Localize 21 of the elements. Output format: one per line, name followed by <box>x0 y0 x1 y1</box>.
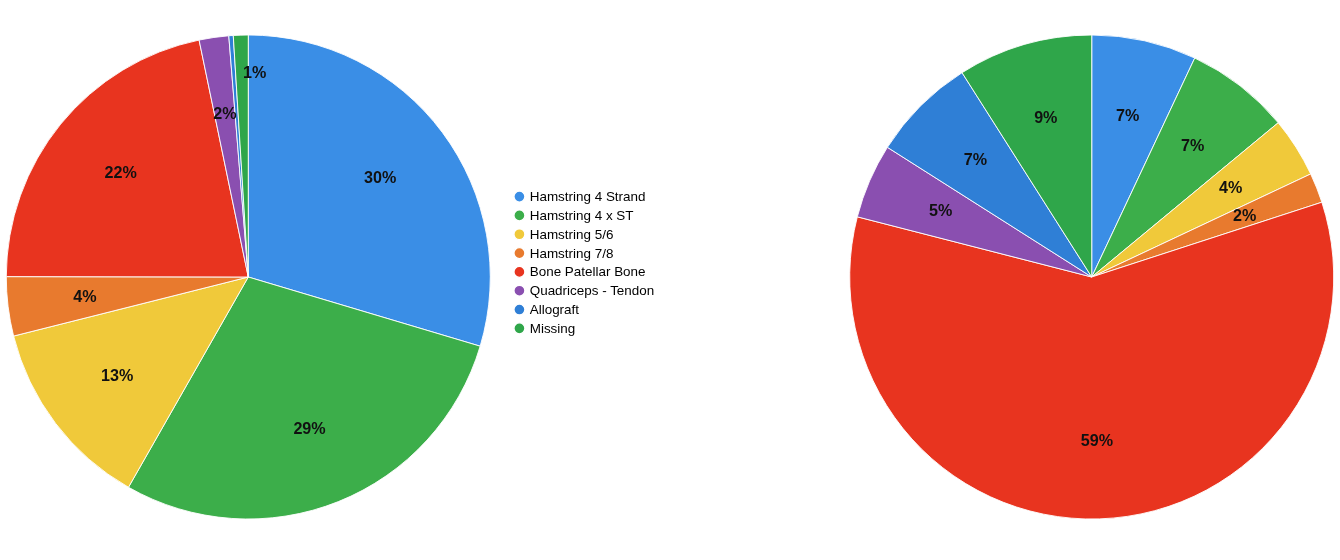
data-label: 4% <box>1219 178 1243 197</box>
legend-label: Bone Patellar Bone <box>529 264 646 280</box>
legend-label: Quadriceps - Tendon <box>529 283 655 299</box>
data-label: 30% <box>364 168 397 187</box>
data-label: 2% <box>1233 205 1257 224</box>
legend-label: Missing <box>529 320 576 336</box>
data-label: 7% <box>1115 105 1140 124</box>
data-label: 59% <box>1080 430 1114 449</box>
data-label: 13% <box>101 366 134 385</box>
data-label: 5% <box>929 201 953 220</box>
data-label: 4% <box>73 286 97 305</box>
data-label: 7% <box>1180 136 1205 155</box>
legend-label: Hamstring 4 x ST <box>529 207 634 223</box>
legend-label: Hamstring 7/8 <box>529 245 614 261</box>
legend-label: Hamstring 5/6 <box>529 226 614 242</box>
data-label: 7% <box>963 150 988 169</box>
data-label: 29% <box>293 419 326 438</box>
legend-label: Allograft <box>529 302 580 318</box>
data-label: 9% <box>1034 108 1058 127</box>
legend-label: Hamstring 4 Strand <box>529 189 646 205</box>
data-label: 22% <box>104 162 137 181</box>
